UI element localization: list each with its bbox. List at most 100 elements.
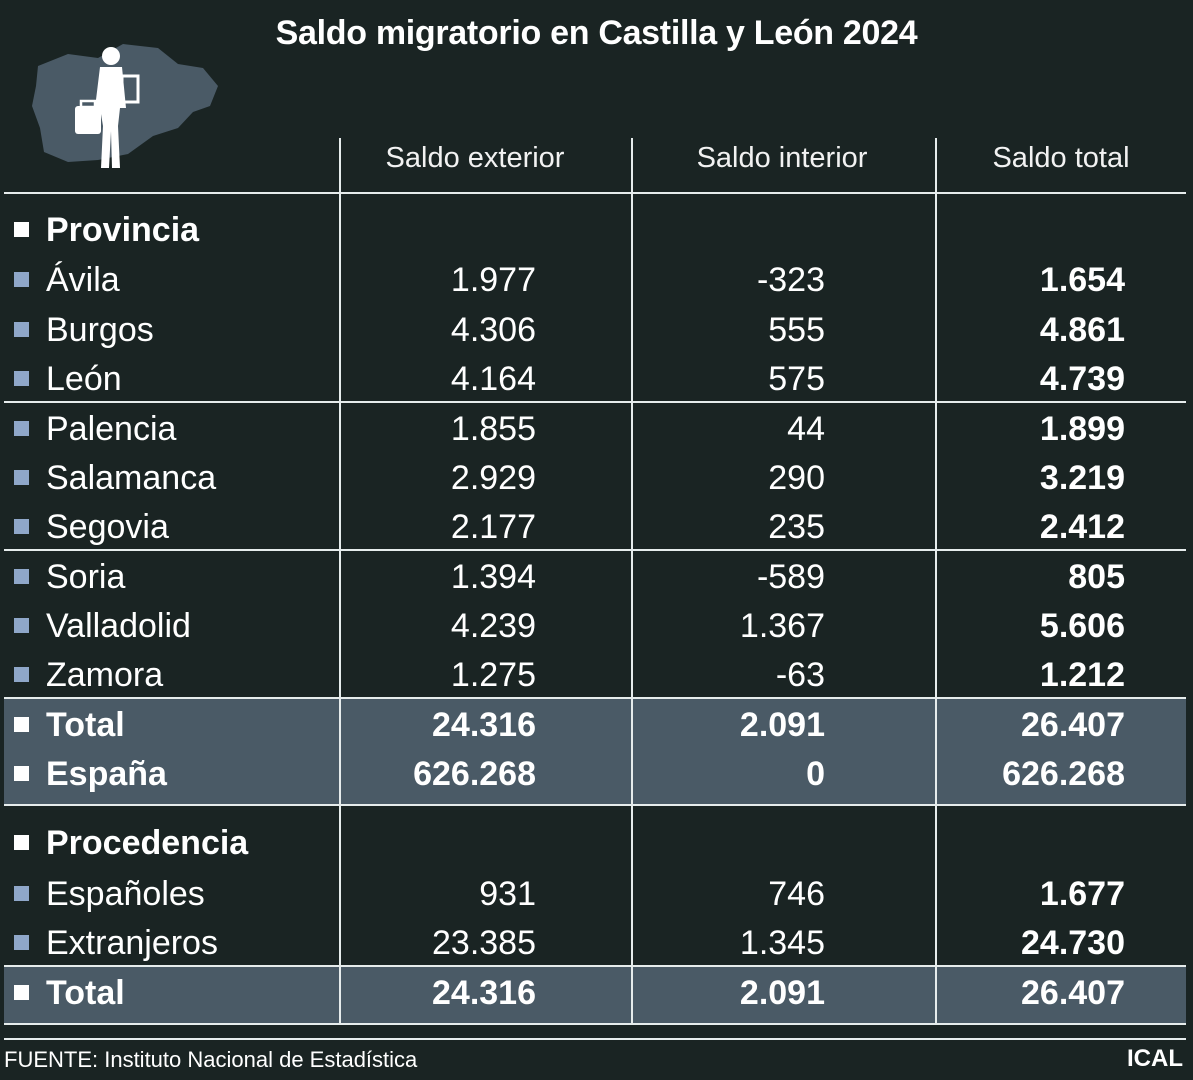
section-heading-label: Procedencia	[46, 824, 249, 862]
table-row: Segovia 2.177 235 2.412	[0, 502, 1193, 550]
saldo-exterior-cell: 24.316	[432, 706, 536, 744]
migrant-with-suitcase-over-region-map-icon	[32, 44, 218, 168]
row-bullet-icon	[14, 272, 29, 287]
migrant-figure	[75, 47, 140, 168]
row-bullet-icon	[14, 935, 29, 950]
saldo-exterior-cell: 4.239	[450, 607, 536, 645]
saldo-interior-cell: 1.345	[739, 924, 825, 962]
row-label: Palencia	[46, 410, 177, 448]
row-label: Salamanca	[46, 459, 217, 497]
saldo-exterior-cell: 626.268	[413, 755, 536, 793]
total-row: Total 24.316 2.091 26.407	[0, 700, 1193, 748]
saldo-total-cell: 4.739	[1039, 360, 1125, 398]
row-bullet-icon	[14, 519, 29, 534]
column-divider	[631, 138, 633, 1024]
saldo-interior-cell: -63	[775, 656, 825, 694]
row-label: Valladolid	[46, 607, 191, 645]
row-bullet-icon	[14, 421, 29, 436]
saldo-exterior-cell: 24.316	[432, 974, 536, 1012]
saldo-interior-cell: 0	[806, 755, 825, 793]
row-bullet-icon	[14, 618, 29, 633]
saldo-interior-cell: 555	[768, 311, 825, 349]
total-band-procedencia	[4, 966, 1186, 1024]
saldo-total-cell: 1.677	[1039, 875, 1125, 913]
table-row: Zamora 1.275 -63 1.212	[0, 650, 1193, 698]
row-label: Burgos	[46, 311, 154, 349]
table-row: Valladolid 4.239 1.367 5.606	[0, 601, 1193, 649]
saldo-interior-cell: 44	[787, 410, 825, 448]
row-bullet-icon	[14, 470, 29, 485]
saldo-total-cell: 626.268	[1002, 755, 1125, 793]
saldo-interior-cell: 2.091	[739, 974, 825, 1012]
saldo-total-cell: 26.407	[1021, 706, 1125, 744]
saldo-exterior-cell: 4.306	[450, 311, 536, 349]
row-label: Total	[46, 974, 125, 1012]
saldo-interior-cell: -323	[756, 261, 825, 299]
saldo-exterior-cell: 2.177	[450, 508, 536, 546]
section-heading-label: Provincia	[46, 211, 200, 249]
saldo-total-cell: 1.212	[1039, 656, 1125, 694]
saldo-exterior-cell: 2.929	[450, 459, 536, 497]
section-bullet-icon	[14, 835, 29, 850]
row-label: Extranjeros	[46, 924, 218, 962]
row-bullet-icon	[14, 667, 29, 682]
total-row-espana: España 626.268 0 626.268	[0, 749, 1193, 797]
section-bullet-icon	[14, 222, 29, 237]
saldo-total-cell: 4.861	[1039, 311, 1125, 349]
saldo-exterior-cell: 1.977	[450, 261, 536, 299]
row-label: Ávila	[46, 261, 120, 299]
table-row: Extranjeros 23.385 1.345 24.730	[0, 918, 1193, 966]
row-label: Zamora	[46, 656, 164, 694]
agency-credit: ICAL	[1127, 1045, 1183, 1072]
saldo-total-cell: 26.407	[1021, 974, 1125, 1012]
footer-rule	[4, 1038, 1186, 1040]
row-label: Soria	[46, 558, 126, 596]
column-divider	[339, 138, 341, 1024]
saldo-total-cell: 5.606	[1039, 607, 1125, 645]
row-label: Total	[46, 706, 125, 744]
column-header-saldo-interior: Saldo interior	[696, 142, 868, 174]
header-rule	[4, 192, 1186, 194]
row-bullet-icon	[14, 322, 29, 337]
table-row: Salamanca 2.929 290 3.219	[0, 453, 1193, 501]
saldo-interior-cell: 575	[768, 360, 825, 398]
table-row: Españoles 931 746 1.677	[0, 869, 1193, 917]
group-rule	[4, 697, 1186, 699]
saldo-total-cell: 3.219	[1039, 459, 1125, 497]
table-row: Burgos 4.306 555 4.861	[0, 305, 1193, 353]
row-bullet-icon	[14, 766, 29, 781]
saldo-total-cell: 805	[1068, 558, 1125, 596]
column-divider	[935, 138, 937, 1024]
saldo-exterior-cell: 1.855	[450, 410, 536, 448]
row-label: Segovia	[46, 508, 169, 546]
total-band-provincia	[4, 698, 1186, 804]
saldo-exterior-cell: 1.275	[450, 656, 536, 694]
source-note: FUENTE: Instituto Nacional de Estadístic…	[4, 1047, 418, 1072]
saldo-total-cell: 1.654	[1039, 261, 1125, 299]
group-rule	[4, 965, 1186, 967]
saldo-interior-cell: 2.091	[739, 706, 825, 744]
saldo-interior-cell: 746	[768, 875, 825, 913]
saldo-total-cell: 1.899	[1039, 410, 1125, 448]
saldo-interior-cell: -589	[756, 558, 825, 596]
table-row: Ávila 1.977 -323 1.654	[0, 255, 1193, 303]
saldo-exterior-cell: 931	[479, 875, 536, 913]
saldo-total-cell: 2.412	[1039, 508, 1125, 546]
group-rule	[4, 401, 1186, 403]
saldo-interior-cell: 1.367	[739, 607, 825, 645]
row-bullet-icon	[14, 569, 29, 584]
row-label: León	[46, 360, 122, 398]
column-header-saldo-exterior: Saldo exterior	[385, 142, 565, 174]
column-header-saldo-total: Saldo total	[992, 142, 1130, 174]
chart-title: Saldo migratorio en Castilla y León 2024	[275, 14, 918, 52]
group-rule	[4, 549, 1186, 551]
table-row: Palencia 1.855 44 1.899	[0, 404, 1193, 452]
table-row: Soria 1.394 -589 805	[0, 552, 1193, 600]
saldo-total-cell: 24.730	[1021, 924, 1125, 962]
saldo-interior-cell: 235	[768, 508, 825, 546]
total-row: Total 24.316 2.091 26.407	[0, 968, 1193, 1016]
row-bullet-icon	[14, 371, 29, 386]
saldo-interior-cell: 290	[768, 459, 825, 497]
group-rule	[4, 1023, 1186, 1025]
table-row: León 4.164 575 4.739	[0, 354, 1193, 402]
